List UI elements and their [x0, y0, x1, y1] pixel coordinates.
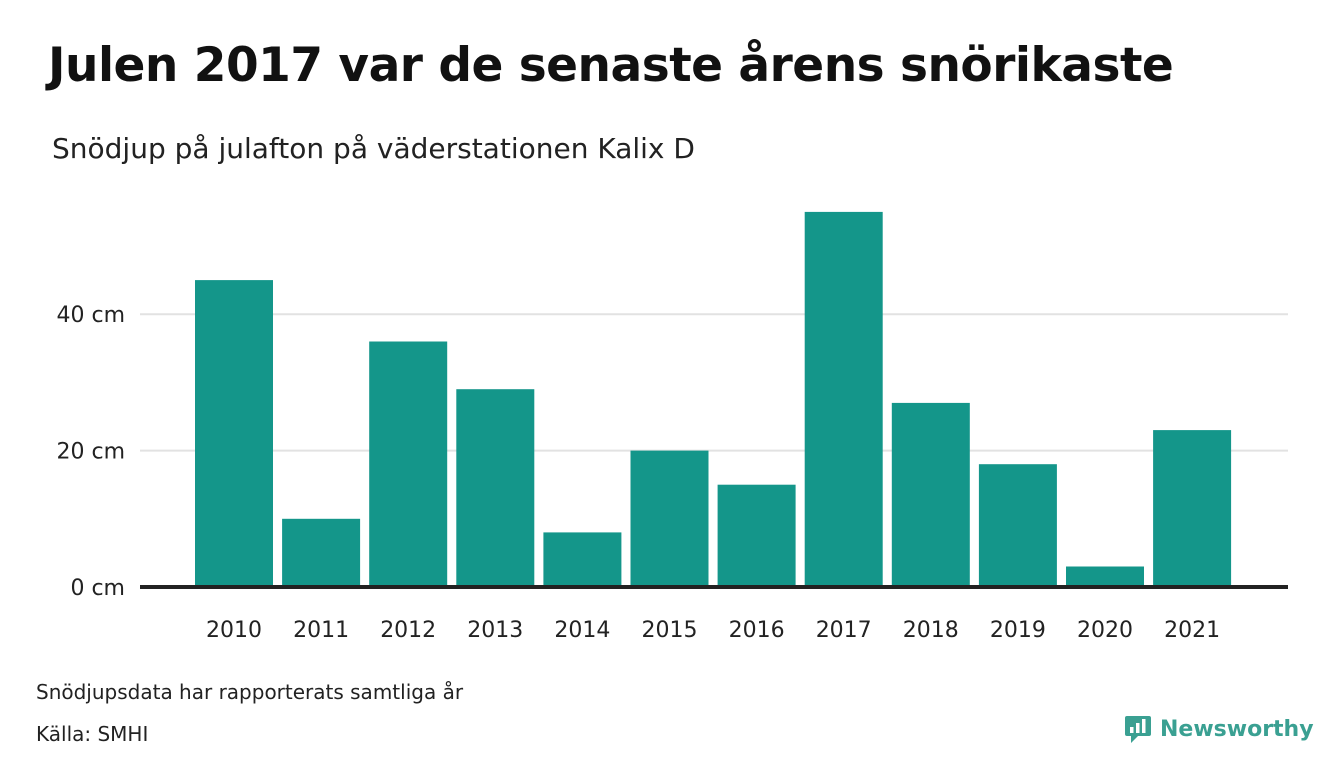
logo-text: Newsworthy — [1160, 716, 1314, 742]
footer-note: Snödjupsdata har rapporterats samtliga å… — [36, 680, 464, 704]
bars — [195, 211, 1232, 587]
bar-2016 — [717, 484, 796, 587]
bar-2014 — [543, 532, 622, 587]
newsworthy-logo: Newsworthy — [1124, 714, 1314, 744]
x-tick-label: 2011 — [293, 618, 349, 643]
x-tick-label: 2019 — [990, 618, 1046, 643]
bar-2017 — [804, 211, 883, 587]
footer-source: Källa: SMHI — [36, 722, 149, 746]
x-tick-label: 2014 — [554, 618, 610, 643]
x-tick-label: 2013 — [467, 618, 523, 643]
bar-2021 — [1153, 430, 1232, 587]
x-tick-label: 2012 — [380, 618, 436, 643]
x-tick-label: 2018 — [903, 618, 959, 643]
x-tick-label: 2017 — [816, 618, 872, 643]
x-tick-labels: 2010 2011 2012 2013 2014 2015 2016 2017 2018 2019… — [206, 618, 1220, 643]
x-tick-label: 2010 — [206, 618, 262, 643]
y-tick-labels: 0 cm 20 cm 40 cm — [56, 303, 125, 601]
bar-2018 — [891, 402, 970, 587]
bar-2013 — [456, 389, 535, 587]
bar-2012 — [369, 341, 448, 587]
y-tick-label: 40 cm — [56, 303, 125, 328]
bar-2019 — [978, 464, 1057, 587]
x-tick-label: 2016 — [729, 618, 785, 643]
chart-subtitle: Snödjup på julafton på väderstationen Ka… — [52, 132, 695, 165]
bar-2020 — [1066, 566, 1144, 587]
bar-2015 — [630, 450, 709, 587]
grid-lines — [140, 313, 1288, 452]
y-tick-label: 20 cm — [56, 440, 125, 465]
x-tick-label: 2015 — [642, 618, 698, 643]
bar-2010 — [195, 280, 273, 587]
y-tick-label: 0 cm — [70, 576, 125, 601]
x-tick-label: 2021 — [1164, 618, 1220, 643]
newsworthy-logo-icon — [1125, 716, 1151, 743]
bar-2011 — [282, 518, 361, 587]
x-tick-label: 2020 — [1077, 618, 1133, 643]
chart-title: Julen 2017 var de senaste årens snörikas… — [48, 38, 1174, 93]
